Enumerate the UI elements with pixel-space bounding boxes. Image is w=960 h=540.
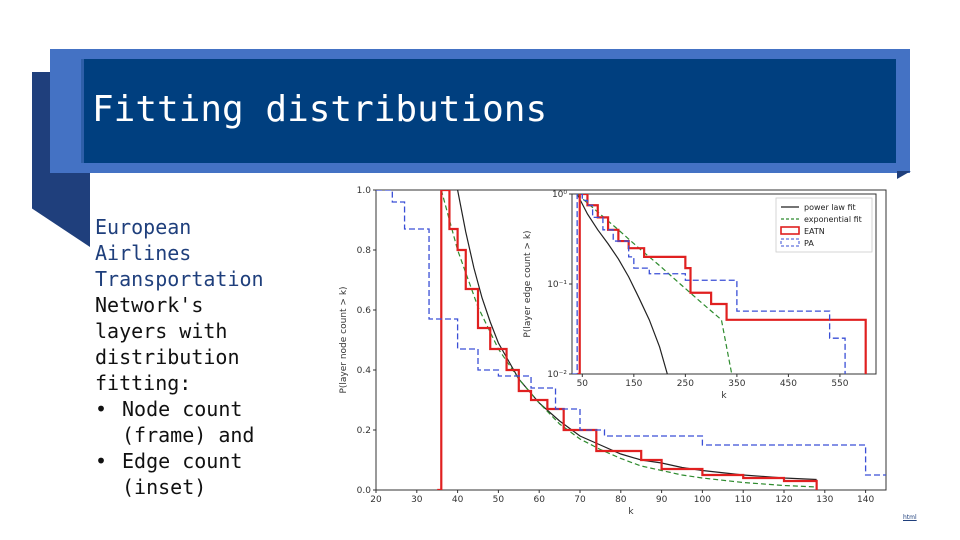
legend-label: EATN (804, 227, 825, 236)
y-tick-label: 10⁻² (547, 370, 567, 380)
legend-label: exponential fit (804, 215, 862, 224)
body-line: Network's (95, 293, 204, 317)
slide-body: European Airlines Transportation Network… (95, 214, 335, 500)
y-tick-label: 0.8 (357, 246, 372, 256)
y-tick-label: 0.6 (357, 306, 372, 316)
bullet-text: (frame) and (122, 423, 255, 447)
y-axis-label: P(layer edge count > k) (523, 230, 533, 337)
x-tick-label: 40 (452, 495, 464, 505)
series-pa (572, 194, 846, 374)
inset-panel: 50 150 250 350 450 550 10⁰ 10⁻¹ 10⁻² k P(layer edg… (523, 190, 877, 401)
x-tick-label: 60 (533, 495, 545, 505)
intro-line: Transportation (95, 267, 264, 291)
x-axis-label: k (628, 507, 634, 517)
x-tick-label: 70 (574, 495, 586, 505)
bullet-item: • Edge count (95, 448, 335, 474)
bullet-dot: • (95, 397, 108, 421)
slide-title: Fitting distributions (92, 89, 548, 130)
banner-fold (897, 171, 911, 179)
legend-swatch (780, 238, 800, 247)
x-tick-label: 80 (615, 495, 627, 505)
y-tick-label: 0.0 (357, 486, 372, 496)
inset-series-group (572, 194, 867, 374)
x-tick-label: 550 (831, 379, 848, 389)
series-power-law-fit (576, 194, 668, 374)
bullet-text: Node count (122, 397, 243, 421)
x-tick-label: 450 (780, 379, 797, 389)
bullet-dot: • (95, 449, 108, 473)
x-tick-label: 150 (625, 379, 642, 389)
bullet-text: (inset) (122, 475, 207, 499)
bullet-item: • Node count (95, 396, 335, 422)
x-tick-label: 130 (816, 495, 833, 505)
title-banner (81, 59, 896, 163)
x-tick-label: 50 (577, 379, 589, 389)
body-line: distribution (95, 345, 240, 369)
bullet-text: Edge count (122, 449, 243, 473)
x-tick-label: 140 (857, 495, 874, 505)
x-axis-label: k (721, 391, 727, 401)
y-tick-label: 0.4 (357, 366, 372, 376)
y-tick-label: 0.2 (357, 426, 371, 436)
bullet-continuation: (frame) and (95, 422, 335, 448)
x-tick-label: 20 (370, 495, 382, 505)
y-tick-label: 1.0 (357, 186, 372, 196)
x-tick-label: 350 (728, 379, 745, 389)
x-tick-label: 90 (656, 495, 668, 505)
x-tick-label: 250 (677, 379, 694, 389)
x-tick-label: 100 (694, 495, 711, 505)
y-tick-label: 10⁻¹ (547, 280, 567, 290)
body-line: layers with (95, 319, 228, 343)
y-tick-label: 10⁰ (552, 190, 567, 200)
legend-label: power law fit (804, 203, 856, 212)
bullet-continuation: (inset) (95, 474, 335, 500)
series-eatn (437, 190, 818, 490)
intro-line: Airlines (95, 241, 192, 265)
x-tick-label: 30 (411, 495, 423, 505)
y-axis-label: P(layer node count > k) (339, 286, 349, 393)
x-tick-label: 110 (735, 495, 752, 505)
legend-swatch (780, 226, 800, 235)
main-series-group (376, 190, 886, 490)
footer-link[interactable]: html (903, 514, 917, 521)
series-exponential-fit (440, 190, 817, 488)
x-tick-label: 50 (493, 495, 505, 505)
x-tick-label: 120 (775, 495, 792, 505)
body-line: fitting: (95, 371, 192, 395)
distribution-chart: 20 30 40 50 60 70 80 90 100 110 120 130 140 0.0 0.2 0.4… (339, 186, 887, 517)
intro-line: European (95, 215, 192, 239)
legend-label: PA (804, 239, 814, 248)
